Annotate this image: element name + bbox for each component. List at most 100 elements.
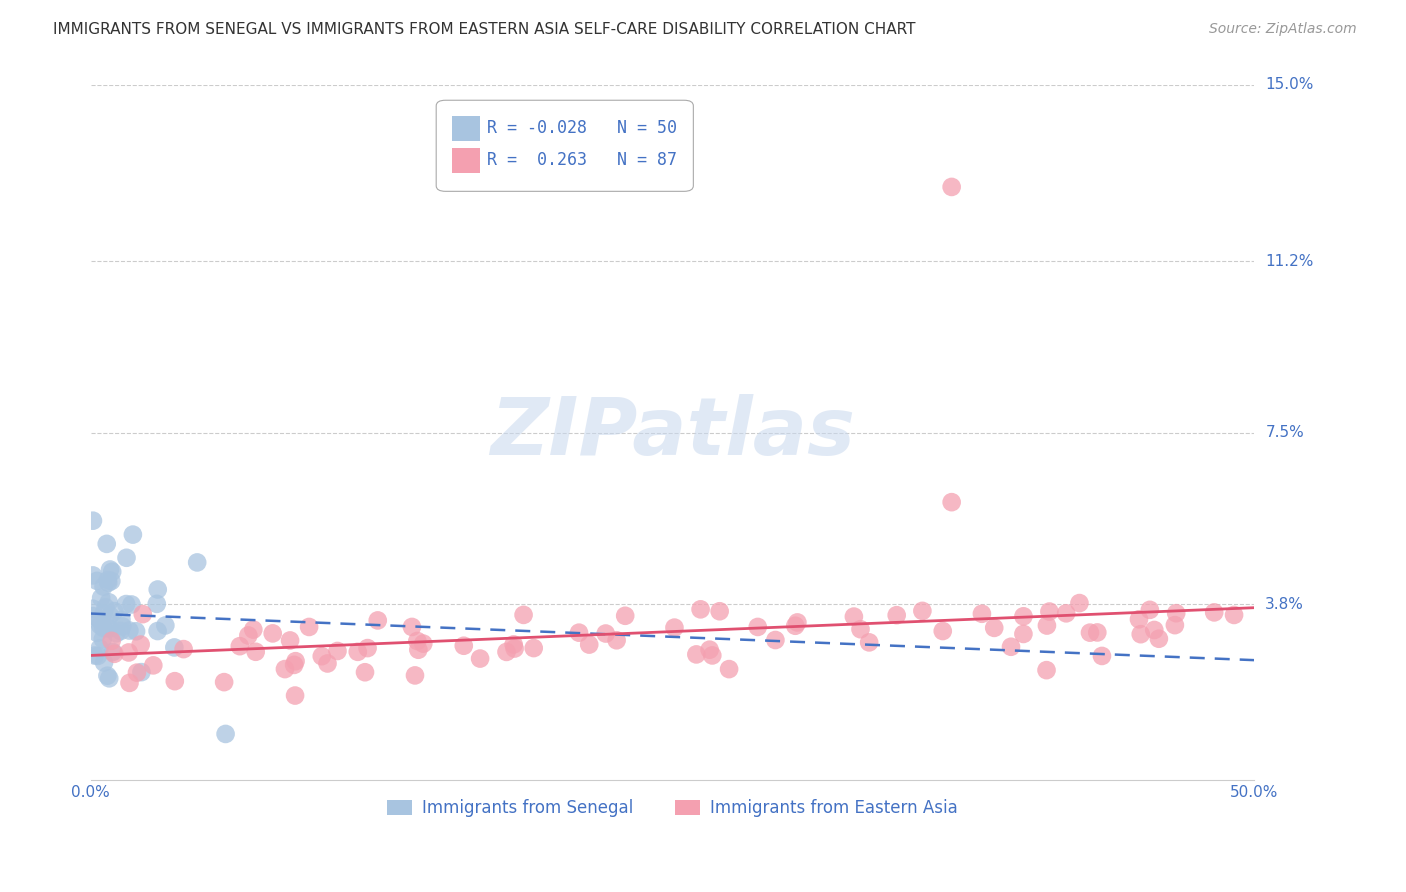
Point [82, 568, 104, 582]
Point [122, 527, 145, 541]
Point [118, 645, 141, 659]
Point [718, 662, 741, 676]
Point [101, 565, 124, 579]
Point [103, 647, 125, 661]
Point [346, 645, 368, 659]
Point [1139, 603, 1161, 617]
Point [1164, 618, 1187, 632]
Text: Source: ZipAtlas.com: Source: ZipAtlas.com [1209, 22, 1357, 37]
Point [131, 665, 153, 680]
Point [89, 613, 111, 627]
Point [311, 649, 333, 664]
Point [90, 591, 112, 605]
Point [83, 648, 105, 663]
Point [765, 632, 787, 647]
Point [86, 626, 108, 640]
Point [163, 674, 186, 689]
Point [1143, 623, 1166, 637]
Point [401, 620, 423, 634]
Point [1038, 605, 1060, 619]
Point [468, 651, 491, 665]
Point [326, 644, 349, 658]
Point [842, 609, 865, 624]
Point [97, 575, 120, 590]
Point [941, 180, 963, 194]
Point [125, 665, 148, 680]
Point [242, 623, 264, 637]
Text: 11.2%: 11.2% [1265, 253, 1313, 268]
Point [412, 637, 434, 651]
Point [406, 634, 429, 648]
Point [568, 625, 591, 640]
Point [408, 642, 430, 657]
Point [245, 645, 267, 659]
Text: IMMIGRANTS FROM SENEGAL VS IMMIGRANTS FROM EASTERN ASIA SELF-CARE DISABILITY COR: IMMIGRANTS FROM SENEGAL VS IMMIGRANTS FR… [53, 22, 915, 37]
Point [932, 624, 955, 638]
Point [82, 609, 104, 624]
Point [229, 639, 252, 653]
Point [709, 604, 731, 618]
Point [110, 624, 132, 638]
Point [214, 727, 236, 741]
Point [93, 607, 115, 621]
Point [283, 657, 305, 672]
Point [595, 626, 617, 640]
Point [98, 622, 121, 636]
Point [96, 669, 118, 683]
Point [94, 600, 117, 615]
Point [274, 662, 297, 676]
Point [941, 495, 963, 509]
Point [983, 621, 1005, 635]
Point [238, 628, 260, 642]
Point [502, 637, 524, 651]
Point [1204, 606, 1226, 620]
Point [87, 648, 110, 663]
Point [105, 626, 128, 640]
Point [98, 671, 121, 685]
Point [278, 633, 301, 648]
Point [1012, 627, 1035, 641]
Point [298, 620, 321, 634]
Point [262, 626, 284, 640]
Point [785, 619, 807, 633]
Point [354, 665, 377, 680]
Point [121, 598, 143, 612]
Legend: Immigrants from Senegal, Immigrants from Eastern Asia: Immigrants from Senegal, Immigrants from… [381, 793, 965, 824]
Point [1128, 612, 1150, 626]
Text: 3.8%: 3.8% [1265, 597, 1305, 612]
Point [1035, 663, 1057, 677]
Point [82, 601, 104, 615]
Point [97, 573, 120, 587]
Point [453, 639, 475, 653]
Point [146, 597, 169, 611]
FancyBboxPatch shape [453, 147, 481, 172]
Point [699, 642, 721, 657]
FancyBboxPatch shape [436, 100, 693, 191]
Point [98, 608, 121, 623]
Point [689, 602, 711, 616]
Point [1091, 648, 1114, 663]
Point [89, 618, 111, 632]
Point [93, 656, 115, 670]
Point [316, 657, 339, 671]
Point [101, 645, 124, 659]
Point [146, 624, 169, 638]
Point [115, 550, 138, 565]
Point [1129, 627, 1152, 641]
Point [97, 595, 120, 609]
Point [110, 613, 132, 627]
Point [1085, 625, 1108, 640]
Point [86, 574, 108, 588]
Point [186, 556, 208, 570]
Point [115, 597, 138, 611]
Point [356, 641, 378, 656]
Point [100, 633, 122, 648]
Point [1000, 640, 1022, 654]
Point [118, 676, 141, 690]
Point [664, 621, 686, 635]
Point [129, 638, 152, 652]
Point [858, 635, 880, 649]
Point [284, 689, 307, 703]
Point [849, 622, 872, 636]
Point [146, 582, 169, 597]
